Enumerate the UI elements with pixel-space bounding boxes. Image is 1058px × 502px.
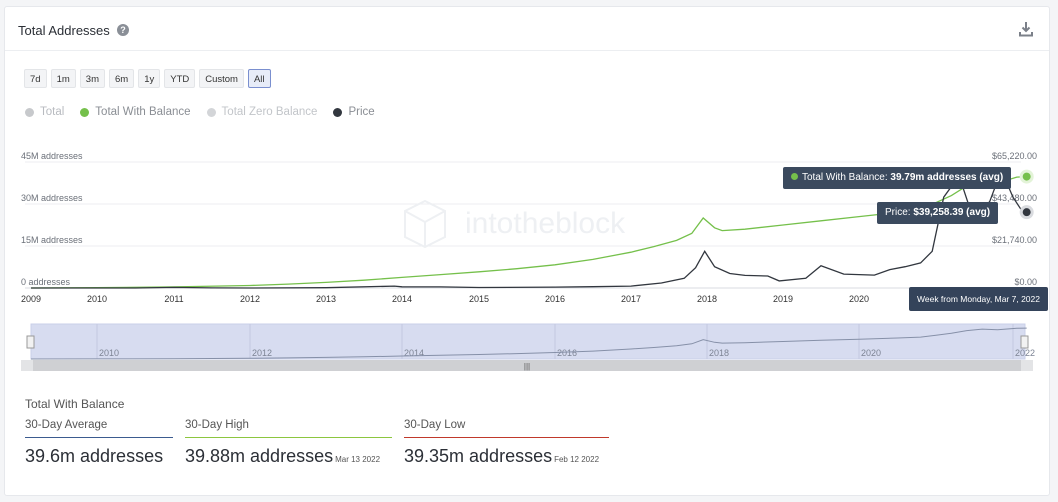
range-3m-button[interactable]: 3m — [79, 69, 105, 88]
watermark-text: intotheblock — [465, 207, 626, 240]
navigator-tick-label: 2010 — [99, 348, 119, 358]
stat-underline — [25, 437, 173, 438]
legend-total[interactable]: Total — [25, 106, 64, 118]
scrollbar-grip: ||| — [524, 362, 530, 371]
stat-label: 30-Day Low — [404, 419, 466, 431]
series-line-total-with-balance — [30, 175, 1027, 289]
y-left-tick-label: 45M addresses — [21, 151, 83, 161]
x-tick-label: 2017 — [621, 294, 641, 304]
range-6m-button[interactable]: 6m — [108, 69, 135, 88]
navigator-series-line — [30, 327, 1027, 360]
total-addresses-card: Total Addresses ? 7d 1m 3m 6m 1y YTD Cus… — [4, 6, 1050, 496]
tooltip-price-label: Price: — [885, 207, 911, 218]
marker-price — [1019, 205, 1034, 220]
y-right-tick-label: $65,220.00 — [992, 151, 1037, 161]
tooltip-date: Week from Monday, Mar 7, 2022 — [909, 287, 1048, 311]
stat-value-text: 39.88m addresses — [185, 446, 334, 466]
stat-label: 30-Day High — [185, 419, 249, 431]
stat-value-text: 39.6m addresses — [25, 446, 164, 466]
y-left-tick-label: 0 addresses — [21, 277, 71, 287]
chart-legend: Total Total With Balance Total Zero Bala… — [25, 106, 375, 118]
card-header: Total Addresses ? — [5, 7, 1049, 51]
range-7d-button[interactable]: 7d — [24, 69, 47, 88]
legend-label-total: Total — [40, 106, 65, 118]
y-right-tick-label: $0.00 — [1014, 277, 1037, 287]
stat-value: 39.35m addresses Feb 12 2022 — [404, 446, 609, 467]
y-left-tick-label: 15M addresses — [21, 235, 83, 245]
watermark-logo — [404, 199, 446, 249]
stat-label: 30-Day Average — [25, 419, 108, 431]
x-tick-label: 2012 — [240, 294, 260, 304]
stat-value-text: 39.35m addresses — [404, 446, 553, 466]
range-ytd-button[interactable]: YTD — [164, 69, 196, 88]
range-custom-button[interactable]: Custom — [199, 69, 244, 88]
legend-label-price: Price — [348, 106, 375, 118]
range-all-button[interactable]: All — [247, 69, 271, 88]
tooltip-price: Price: $39,258.39 (avg) — [877, 202, 999, 224]
legend-dot-total-with-balance — [80, 107, 90, 117]
legend-label-total-with-balance: Total With Balance — [95, 106, 191, 118]
x-tick-label: 2018 — [697, 294, 717, 304]
y-left-tick-label: 30M addresses — [21, 193, 83, 203]
x-tick-label: 2013 — [316, 294, 336, 304]
stat-underline — [404, 437, 609, 438]
stat-date: Mar 13 2022 — [335, 455, 381, 464]
legend-dot-total — [25, 107, 34, 117]
stat-date: Feb 12 2022 — [554, 455, 600, 464]
legend-dot-price — [333, 107, 343, 117]
range-1y-button[interactable]: 1y — [138, 69, 161, 88]
navigator-tick-label: 2016 — [557, 348, 577, 358]
legend-price[interactable]: Price — [333, 106, 375, 118]
marker-total-with-balance — [1019, 169, 1034, 184]
range-selector: 7d 1m 3m 6m 1y YTD Custom All — [24, 69, 271, 89]
x-tick-label: 2010 — [87, 294, 107, 304]
stat-30-day-high: 30-Day High 39.88m addresses Mar 13 2022 — [185, 419, 392, 467]
legend-total-with-balance[interactable]: Total With Balance — [80, 106, 191, 118]
y-right-tick-label: $43,480.00 — [992, 193, 1037, 203]
navigator-tick-label: 2018 — [709, 348, 729, 358]
x-tick-label: 2014 — [392, 294, 412, 304]
stat-value: 39.6m addresses — [25, 446, 173, 467]
x-tick-label: 2019 — [773, 294, 793, 304]
stats-title: Total With Balance — [25, 397, 125, 411]
tooltip-series-value: 39.79m addresses (avg) — [890, 172, 1004, 183]
tooltip-price-value: $39,258.39 (avg) — [913, 207, 991, 218]
navigator-left-handle — [26, 335, 35, 349]
tooltip-total-with-balance: Total With Balance: 39.79m addresses (av… — [783, 167, 1012, 189]
legend-total-zero-balance[interactable]: Total Zero Balance — [206, 106, 318, 118]
tooltip-series-label: Total With Balance: — [802, 172, 888, 183]
x-tick-label: 2015 — [469, 294, 489, 304]
navigator-tick-label: 2012 — [252, 348, 272, 358]
x-tick-label: 2009 — [21, 294, 41, 304]
navigator-tick-label: 2014 — [404, 348, 424, 358]
navigator-tick-label: 2020 — [861, 348, 881, 358]
addresses-chart[interactable]: 0 addresses 15M addresses 30M addresses 45M… — [5, 147, 1051, 379]
navigator-tick-label: 2022 — [1015, 348, 1035, 358]
x-tick-label: 2016 — [545, 294, 565, 304]
x-tick-label: 2020 — [849, 294, 869, 304]
stat-30-day-average: 30-Day Average 39.6m addresses — [25, 419, 173, 467]
scrollbar-thumb — [33, 360, 1021, 371]
navigator-right-handle — [1020, 335, 1029, 349]
range-1m-button[interactable]: 1m — [50, 69, 76, 88]
legend-dot-total-zero-balance — [206, 107, 216, 117]
x-tick-label: 2011 — [164, 294, 183, 304]
download-icon[interactable] — [1019, 21, 1033, 37]
stat-value: 39.88m addresses Mar 13 2022 — [185, 446, 392, 467]
tooltip-green-dot — [791, 173, 798, 180]
legend-label-total-zero-balance: Total Zero Balance — [221, 106, 318, 118]
y-right-tick-label: $21,740.00 — [992, 235, 1037, 245]
stat-30-day-low: 30-Day Low 39.35m addresses Feb 12 2022 — [404, 419, 609, 467]
question-circle-icon[interactable]: ? — [117, 24, 129, 36]
stat-underline — [185, 437, 392, 438]
card-title: Total Addresses — [18, 23, 110, 38]
